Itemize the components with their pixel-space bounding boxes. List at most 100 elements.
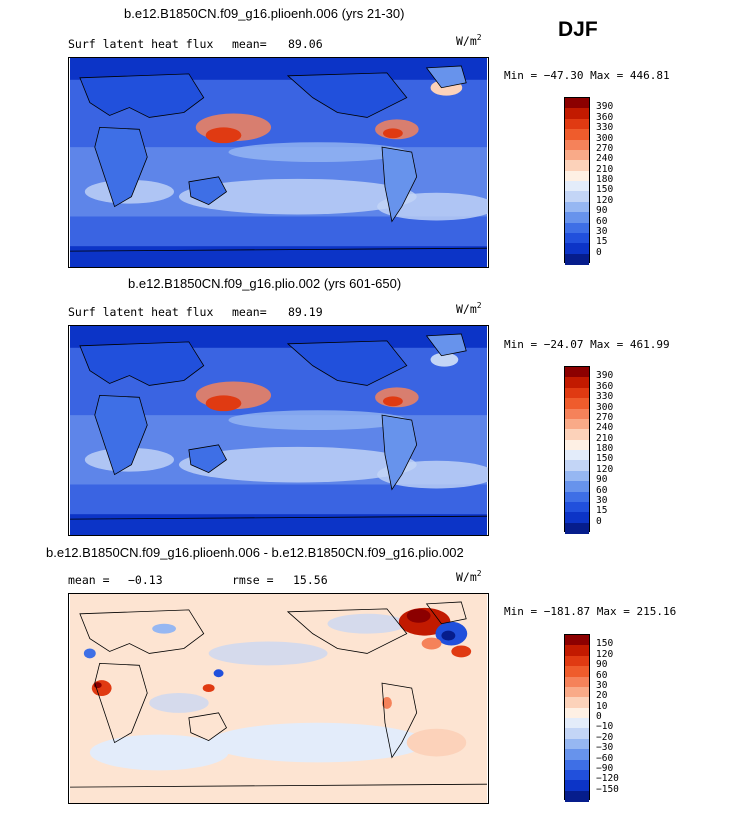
colorbar-tick-label: 210 [596,432,614,444]
colorbar-swatch [565,243,589,255]
colorbar-swatch [565,212,589,223]
colorbar-swatch [565,645,589,657]
colorbar-swatch [565,470,589,482]
colorbar-tick-label: 90 [596,205,608,217]
colorbar-tick-label: 0 [596,711,602,722]
colorbar-tick-label: 210 [596,163,614,175]
colorbar-tick-label: 30 [596,679,608,691]
colorbar-tick-label: 390 [596,101,614,113]
colorbar-swatch [565,149,589,161]
panel1-colorbar [564,97,590,265]
colorbar-tick-label: 240 [596,153,614,165]
panel1-map [68,57,489,268]
panel2-minmax: Min = −24.07 Max = 461.99 [504,338,670,351]
colorbar-tick-label: −120 [596,773,619,785]
colorbar-swatch [565,686,589,698]
colorbar-tick-label: 270 [596,142,614,154]
panel1-title: b.e12.B1850CN.f09_g16.plioenh.006 (yrs 2… [124,6,405,21]
panel1-mean-value: 89.06 [288,37,323,51]
colorbar-tick-label: 60 [596,484,608,496]
colorbar-tick-label: 20 [596,690,608,702]
colorbar-tick-label: 0 [596,515,602,527]
colorbar-swatch [565,429,589,441]
panel3-units: W/m2 [456,569,482,584]
panel3-mean-value: −0.13 [128,573,163,587]
colorbar-swatch [565,98,589,109]
colorbar-swatch [565,418,589,430]
colorbar-tick-label: 15 [596,505,608,517]
colorbar-swatch [565,676,589,688]
colorbar-tick-label: 15 [596,236,608,248]
colorbar-tick-label: 150 [596,184,614,196]
colorbar-tick-label: 150 [596,453,614,465]
colorbar-swatch [565,450,589,461]
colorbar-swatch [565,201,589,213]
colorbar-swatch [565,129,589,140]
panel3-rmse-value: 15.56 [293,573,328,587]
colorbar-tick-label: 390 [596,370,614,382]
colorbar-swatch [565,697,589,709]
colorbar-tick-label: −20 [596,731,614,743]
colorbar-swatch [565,377,589,389]
colorbar-swatch [565,222,589,234]
colorbar-swatch [565,728,589,740]
colorbar-swatch [565,439,589,451]
colorbar-swatch [565,398,589,409]
colorbar-swatch [565,749,589,760]
colorbar-swatch [565,118,589,130]
colorbar-swatch [565,160,589,172]
colorbar-swatch [565,170,589,182]
colorbar-swatch [565,491,589,503]
colorbar-tick-label: −10 [596,721,614,733]
colorbar-swatch [565,408,589,420]
colorbar-swatch [565,460,589,472]
colorbar-swatch [565,635,589,646]
colorbar-tick-label: 300 [596,401,614,413]
colorbar-swatch [565,738,589,750]
colorbar-tick-label: 360 [596,111,614,123]
panel1-variable: Surf latent heat flux [68,37,214,51]
colorbar-tick-label: 30 [596,494,608,506]
colorbar-swatch [565,253,589,265]
colorbar-tick-label: 360 [596,380,614,392]
colorbar-swatch [565,108,589,120]
colorbar-tick-label: 90 [596,474,608,486]
panel1-units: W/m2 [456,33,482,48]
colorbar-tick-label: 330 [596,122,614,134]
season-label: DJF [558,18,598,41]
panel3-minmax: Min = −181.87 Max = 215.16 [504,605,677,618]
colorbar-tick-label: 270 [596,411,614,423]
colorbar-swatch [565,232,589,244]
panel3-title: b.e12.B1850CN.f09_g16.plioenh.006 - b.e1… [46,545,464,560]
colorbar-tick-label: 180 [596,174,614,185]
colorbar-swatch [565,387,589,399]
colorbar-tick-label: 60 [596,215,608,227]
panel2-colorbar [564,366,590,534]
colorbar-swatch [565,759,589,771]
colorbar-swatch [565,718,589,729]
colorbar-tick-label: −30 [596,742,614,754]
colorbar-swatch [565,780,589,792]
colorbar-swatch [565,367,589,378]
panel2-title: b.e12.B1850CN.f09_g16.plio.002 (yrs 601-… [128,276,402,291]
colorbar-tick-label: 180 [596,443,614,454]
panel3-colorbar [564,634,590,802]
colorbar-swatch [565,522,589,534]
colorbar-swatch [565,501,589,513]
colorbar-tick-label: −60 [596,752,614,764]
panel3-rmse-label: rmse = [232,573,274,587]
panel2-variable: Surf latent heat flux [68,305,214,319]
colorbar-swatch [565,481,589,492]
panel1-minmax: Min = −47.30 Max = 446.81 [504,69,670,82]
colorbar-swatch [565,139,589,151]
panel2-units: W/m2 [456,301,482,316]
colorbar-swatch [565,666,589,677]
colorbar-tick-label: 330 [596,391,614,403]
panel2-mean-label: mean= [232,305,267,319]
colorbar-tick-label: 60 [596,669,608,681]
colorbar-tick-label: −90 [596,762,614,774]
colorbar-swatch [565,790,589,802]
colorbar-tick-label: 120 [596,463,614,475]
colorbar-tick-label: 240 [596,422,614,434]
colorbar-swatch [565,512,589,524]
